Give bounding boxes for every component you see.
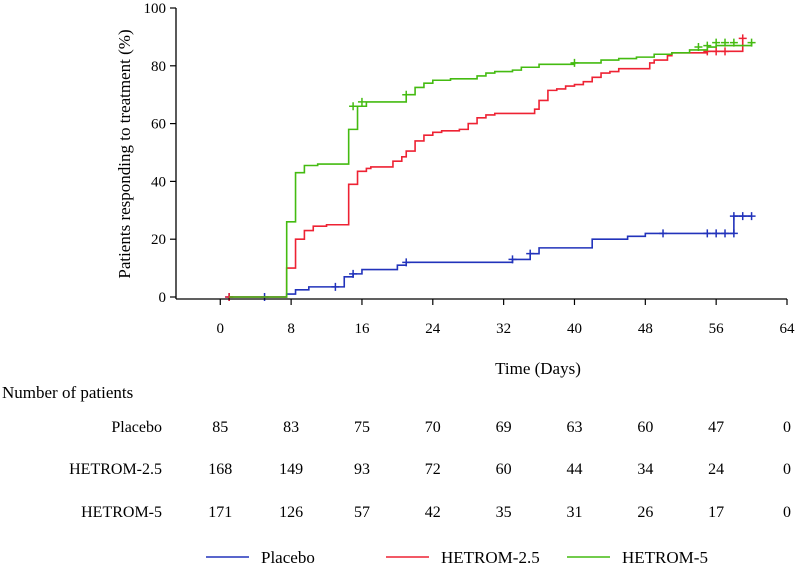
series-line bbox=[229, 215, 752, 298]
risk-rows: Placebo 85 83 75 70 69 63 60 47 0 HETROM-2.5 168 149… bbox=[69, 419, 791, 521]
censor-mark bbox=[729, 212, 738, 221]
censor-mark bbox=[703, 229, 712, 238]
risk-cell: 93 bbox=[354, 461, 370, 478]
censor-mark bbox=[570, 58, 579, 67]
series-hetrom-5 bbox=[229, 38, 756, 298]
y-tick-label: 100 bbox=[144, 1, 167, 17]
risk-cell: 17 bbox=[708, 504, 724, 521]
risk-cell: 168 bbox=[208, 461, 232, 478]
axes: 0 20 40 60 80 100 0 8 16 24 32 40 48 56 64 Patients r… bbox=[115, 1, 795, 378]
risk-cell: 26 bbox=[637, 504, 653, 521]
series-placebo bbox=[225, 212, 756, 301]
legend-label: HETROM-2.5 bbox=[441, 548, 540, 567]
censor-mark bbox=[747, 212, 756, 221]
y-ticks: 0 20 40 60 80 100 bbox=[144, 1, 176, 306]
risk-row-label: HETROM-2.5 bbox=[69, 461, 162, 478]
risk-cell: 70 bbox=[425, 419, 441, 436]
risk-cell: 0 bbox=[783, 461, 791, 478]
y-tick-label: 80 bbox=[151, 59, 166, 75]
y-tick-label: 60 bbox=[151, 117, 166, 133]
legend-label: HETROM-5 bbox=[622, 548, 708, 567]
series-line bbox=[229, 42, 753, 298]
risk-cell: 75 bbox=[354, 419, 370, 436]
censor-mark bbox=[331, 282, 340, 291]
censor-mark bbox=[712, 38, 721, 47]
risk-row-label: HETROM-5 bbox=[81, 504, 162, 521]
censor-mark bbox=[729, 38, 738, 47]
x-axis-title: Time (Days) bbox=[495, 359, 581, 378]
risk-table-title: Number of patients bbox=[2, 383, 133, 402]
censor-mark bbox=[738, 34, 747, 43]
censor-mark bbox=[703, 41, 712, 50]
x-tick-label: 40 bbox=[567, 321, 582, 337]
x-ticks: 0 8 16 24 32 40 48 56 64 bbox=[217, 299, 795, 337]
x-tick-label: 24 bbox=[425, 321, 441, 337]
censor-mark bbox=[526, 249, 535, 258]
censor-mark bbox=[712, 47, 721, 56]
y-tick-label: 40 bbox=[151, 174, 166, 190]
risk-cell: 0 bbox=[783, 504, 791, 521]
risk-table: Number of patients Placebo 85 83 75 70 69 63 60… bbox=[2, 383, 791, 521]
x-tick-label: 56 bbox=[709, 321, 725, 337]
risk-cell: 171 bbox=[208, 504, 232, 521]
censor-mark bbox=[721, 229, 730, 238]
risk-cell: 57 bbox=[354, 504, 370, 521]
x-tick-label: 8 bbox=[287, 321, 295, 337]
y-axis-title: Patients responding to treatment (%) bbox=[115, 29, 134, 278]
legend-item: Placebo bbox=[206, 548, 315, 567]
censor-mark bbox=[402, 90, 411, 99]
risk-cell: 42 bbox=[425, 504, 441, 521]
y-tick-label: 0 bbox=[159, 290, 167, 306]
x-tick-label: 48 bbox=[638, 321, 653, 337]
censor-mark bbox=[694, 43, 703, 52]
series-hetrom-2-5 bbox=[225, 34, 747, 301]
risk-cell: 83 bbox=[283, 419, 299, 436]
censor-mark bbox=[357, 97, 366, 106]
censor-mark bbox=[738, 212, 747, 221]
censor-mark bbox=[721, 38, 730, 47]
risk-cell: 24 bbox=[708, 461, 724, 478]
plot-area bbox=[225, 34, 756, 301]
legend-label: Placebo bbox=[261, 548, 315, 567]
risk-row: HETROM-5 171 126 57 42 35 31 26 17 0 bbox=[81, 504, 791, 521]
series-line bbox=[229, 38, 744, 298]
risk-cell: 47 bbox=[708, 419, 724, 436]
censor-mark bbox=[349, 102, 358, 111]
y-tick-label: 20 bbox=[151, 232, 166, 248]
x-tick-label: 64 bbox=[780, 321, 796, 337]
risk-cell: 0 bbox=[783, 419, 791, 436]
risk-cell: 34 bbox=[637, 461, 653, 478]
x-tick-label: 0 bbox=[217, 321, 225, 337]
legend: Placebo HETROM-2.5 HETROM-5 bbox=[206, 548, 708, 567]
censor-mark bbox=[659, 229, 668, 238]
risk-row-label: Placebo bbox=[111, 419, 162, 436]
x-tick-label: 32 bbox=[496, 321, 511, 337]
censor-mark bbox=[349, 269, 358, 278]
x-tick-label: 16 bbox=[354, 321, 370, 337]
risk-cell: 72 bbox=[425, 461, 441, 478]
risk-cell: 60 bbox=[496, 461, 512, 478]
censor-mark bbox=[508, 255, 517, 264]
risk-cell: 44 bbox=[566, 461, 582, 478]
risk-cell: 85 bbox=[212, 419, 228, 436]
censor-mark bbox=[721, 47, 730, 56]
censor-mark bbox=[402, 258, 411, 267]
risk-row: Placebo 85 83 75 70 69 63 60 47 0 bbox=[111, 419, 791, 436]
risk-cell: 126 bbox=[279, 504, 303, 521]
risk-cell: 149 bbox=[279, 461, 303, 478]
censor-mark bbox=[729, 229, 738, 238]
censor-mark bbox=[747, 38, 756, 47]
risk-cell: 63 bbox=[566, 419, 582, 436]
legend-item: HETROM-5 bbox=[567, 548, 708, 567]
risk-cell: 69 bbox=[496, 419, 512, 436]
risk-cell: 31 bbox=[566, 504, 582, 521]
risk-cell: 60 bbox=[637, 419, 653, 436]
censor-mark bbox=[712, 229, 721, 238]
risk-row: HETROM-2.5 168 149 93 72 60 44 34 24 0 bbox=[69, 461, 791, 478]
legend-item: HETROM-2.5 bbox=[386, 548, 540, 567]
risk-cell: 35 bbox=[496, 504, 512, 521]
